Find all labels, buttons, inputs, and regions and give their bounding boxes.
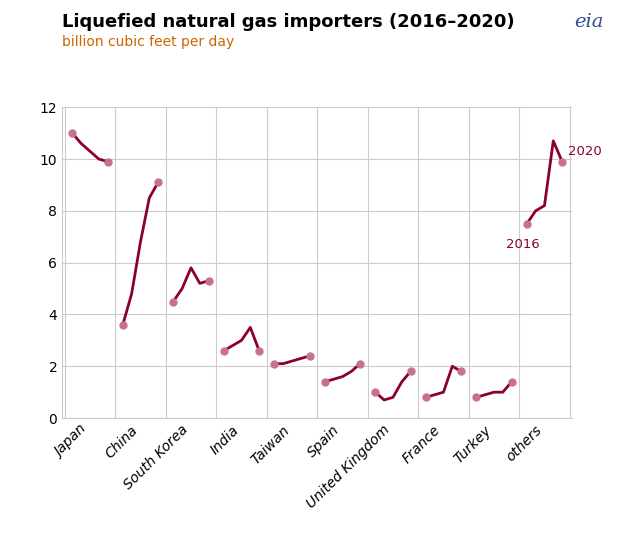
Text: 2020: 2020 xyxy=(569,145,602,158)
Text: billion cubic feet per day: billion cubic feet per day xyxy=(62,35,234,49)
Text: Liquefied natural gas importers (2016–2020): Liquefied natural gas importers (2016–20… xyxy=(62,13,515,32)
Text: eia: eia xyxy=(574,13,603,32)
Text: 2016: 2016 xyxy=(506,238,540,251)
